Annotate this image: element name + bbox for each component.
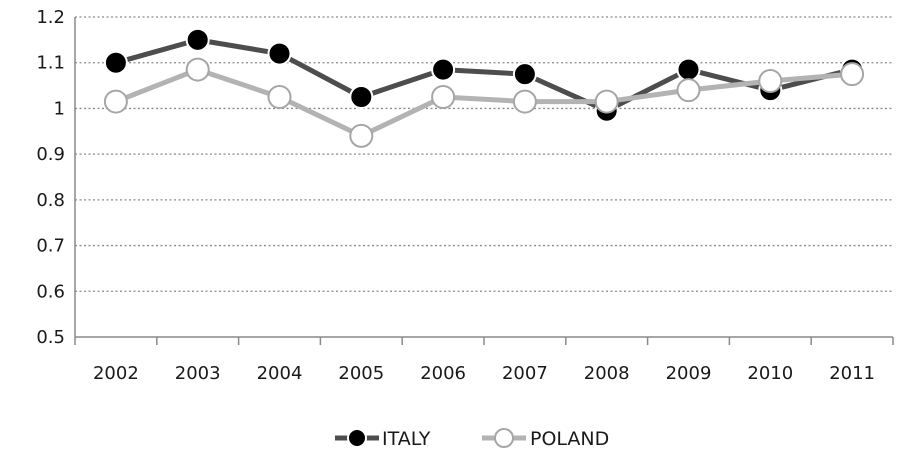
data-point bbox=[267, 41, 292, 66]
x-tick-label: 2002 bbox=[93, 363, 139, 384]
data-point bbox=[185, 27, 210, 52]
data-point bbox=[103, 50, 128, 75]
legend-label: POLAND bbox=[530, 428, 609, 450]
x-tick-label: 2011 bbox=[829, 363, 875, 384]
data-point bbox=[594, 89, 619, 114]
data-point bbox=[103, 89, 128, 114]
x-tick-label: 2007 bbox=[502, 363, 548, 384]
y-tick-label: 0.8 bbox=[36, 190, 65, 211]
legend-marker bbox=[494, 428, 514, 448]
data-point bbox=[349, 85, 374, 109]
y-tick-label: 0.6 bbox=[36, 281, 65, 302]
legend: ITALY POLAND bbox=[335, 428, 609, 450]
data-point bbox=[512, 89, 537, 114]
data-point bbox=[185, 57, 210, 82]
y-tick-label: 1.1 bbox=[36, 53, 65, 74]
data-point bbox=[267, 85, 292, 109]
data-point bbox=[676, 78, 701, 103]
series-line bbox=[115, 37, 853, 114]
y-tick-label: 0.7 bbox=[36, 236, 65, 257]
series-line bbox=[114, 67, 853, 139]
x-tick-label: 2003 bbox=[175, 363, 221, 384]
x-tick-label: 2006 bbox=[420, 363, 466, 384]
data-point bbox=[676, 57, 701, 82]
axes: 0.5 0.6 0.7 0.8 0.9 1 1.1 1.2 2002 2003 2004 2005 20… bbox=[36, 7, 894, 384]
data-point bbox=[512, 62, 537, 87]
data-point bbox=[431, 57, 456, 82]
x-tick-label: 2004 bbox=[257, 363, 303, 384]
data-point bbox=[431, 85, 456, 109]
x-tick-label: 2005 bbox=[338, 363, 384, 384]
legend-item-poland: POLAND bbox=[482, 428, 609, 450]
y-tick-label: 1.2 bbox=[36, 7, 65, 28]
data-point bbox=[349, 123, 374, 148]
series bbox=[103, 27, 865, 148]
data-point bbox=[758, 69, 783, 93]
gridlines bbox=[75, 16, 893, 292]
legend-item-italy: ITALY bbox=[335, 428, 431, 450]
x-tick-label: 2008 bbox=[584, 363, 630, 384]
y-tick-label: 0.5 bbox=[36, 327, 65, 348]
legend-label: ITALY bbox=[382, 428, 431, 450]
data-point bbox=[840, 62, 865, 87]
y-tick-label: 0.9 bbox=[36, 144, 65, 165]
x-tick-label: 2010 bbox=[747, 363, 793, 384]
legend-marker bbox=[347, 428, 367, 448]
x-tick-label: 2009 bbox=[666, 363, 712, 384]
series-poland bbox=[103, 57, 865, 148]
y-tick-label: 1 bbox=[54, 98, 65, 119]
